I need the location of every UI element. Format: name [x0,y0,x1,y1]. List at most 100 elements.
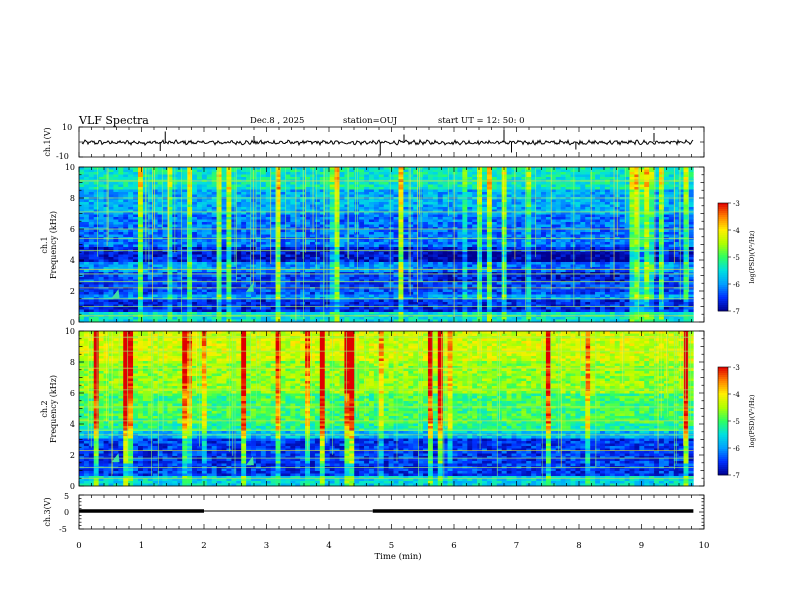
spectrogram-cell [427,262,434,265]
spectrogram-cell [133,204,139,208]
spectrogram-cell [649,189,655,193]
spectrogram-cell [314,194,321,198]
spectrogram-cell [663,199,670,203]
spectrogram-cell [423,219,429,223]
spectrogram-cell [526,199,532,203]
spectrogram-cell [211,192,217,195]
start-ut-label: start UT = 12: 50: 0 [438,116,525,126]
spectrogram-cell [354,217,360,220]
spectrogram-cell [128,169,134,173]
spectrogram-cell [152,207,158,210]
spectrogram-cell [477,259,483,263]
spectrogram-cell [251,227,257,230]
spectrogram-cell [516,202,522,205]
spectrogram-cell [423,244,429,248]
spectrogram-cell [201,257,208,260]
spectrogram-cell [113,214,119,218]
spectrogram-cell [663,247,670,250]
spectrogram-cell [496,194,502,198]
spectrogram-cell [629,242,635,245]
spectrogram-cell [629,232,635,235]
spectrogram-cell [364,214,370,218]
spectrogram-cell [177,177,183,180]
spectrogram-cell [398,177,404,180]
spectrogram-cell [521,189,527,193]
spectrogram-cell [437,199,444,203]
spectrogram-cell [246,199,252,203]
spectrogram-cell [319,214,326,218]
spectrogram-cell [541,167,547,170]
spectrogram-cell [137,217,144,220]
spectrogram-cell [162,209,168,213]
spectrogram-cell [152,182,158,185]
spectrogram-cell [364,254,370,258]
spectrogram-cell [452,207,458,210]
spectrogram-cell [393,169,399,173]
spectrogram-cell [452,169,458,173]
spectrogram-cell [486,184,493,188]
spectrogram-cell [658,199,665,203]
spectrogram-cell [260,187,267,190]
spectrogram-cell [585,177,591,180]
spectrogram-cell [432,244,439,248]
spectrogram-cell [491,207,498,210]
spectrogram-cell [654,174,660,178]
spectrogram-cell [462,169,468,173]
spectrogram-cell [477,247,483,250]
spectrogram-cell [526,212,532,215]
spectrogram-cell [599,217,606,220]
spectrogram-cell [192,257,198,260]
spectrogram-cell [393,262,399,265]
spectrogram-cell [246,212,252,215]
spectrogram-cell [427,227,434,230]
spectrogram-cell [663,177,670,180]
spectrogram-cell [683,252,689,255]
spectrogram-cell [673,247,679,250]
spectrogram-cell [619,207,625,210]
spectrogram-cell [270,174,276,178]
spectrogram-cell [555,209,561,213]
spectrogram-cell [211,209,217,213]
spectrogram-cell [305,247,311,250]
spectrogram-cell [196,257,203,260]
spectrogram-cell [295,242,301,245]
spectrogram-cell [447,192,453,195]
spectrogram-cell [152,212,158,215]
spectrogram-cell [570,202,576,205]
spectrogram-cell [280,194,286,198]
spectrogram-cell [113,167,119,170]
spectrogram-cell [167,257,173,260]
spectrogram-cell [275,239,281,243]
spectrogram-cell [265,194,271,198]
spectrogram-cell [590,192,596,195]
spectrogram-cell [467,224,473,228]
spectrogram-cell [575,212,581,215]
spectrogram-cell [265,189,271,193]
spectrogram-cell [388,207,394,210]
spectrogram-cell [157,252,163,255]
spectrogram-cell [452,172,458,175]
spectrogram-cell [555,224,561,228]
spectrogram-cell [79,167,85,170]
spectrogram-cell [152,227,158,230]
spectrogram-cell [373,207,380,210]
spectrogram-cell [329,227,335,230]
spectrogram-cell [482,229,488,233]
spectrogram-cell [565,262,571,265]
spectrogram-cell [521,227,527,230]
spectrogram-cell [639,212,645,215]
spectrogram-cell [565,182,571,185]
spectrogram-cell [550,242,557,245]
spectrogram-cell [260,254,267,258]
spectrogram-cell [442,212,448,215]
spectrogram-cell [511,217,517,220]
spectrogram-cell [221,239,227,243]
spectrogram-cell [688,209,694,213]
spectrogram-cell [364,207,370,210]
spectrogram-cell [673,184,679,188]
spectrogram-cell [241,229,247,233]
spectrogram-cell [103,194,109,198]
spectrogram-cell [187,227,193,230]
spectrogram-cell [260,227,267,230]
spectrogram-cell [595,199,601,203]
